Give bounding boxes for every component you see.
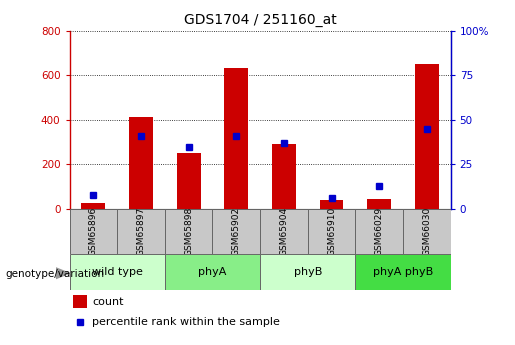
Polygon shape	[56, 267, 71, 279]
Text: percentile rank within the sample: percentile rank within the sample	[92, 317, 280, 327]
Text: GSM65904: GSM65904	[280, 207, 288, 256]
Text: GSM66030: GSM66030	[422, 207, 431, 256]
Bar	[272, 144, 296, 209]
Text: wild type: wild type	[92, 267, 143, 277]
Text: GSM65897: GSM65897	[136, 207, 145, 256]
Bar	[117, 209, 165, 254]
Text: count: count	[92, 297, 124, 307]
Bar	[212, 209, 260, 254]
Bar	[367, 199, 391, 209]
Text: phyA phyB: phyA phyB	[373, 267, 433, 277]
Text: GSM65896: GSM65896	[89, 207, 98, 256]
Bar	[415, 65, 439, 209]
Text: GSM65898: GSM65898	[184, 207, 193, 256]
Text: phyB: phyB	[294, 267, 322, 277]
Bar	[225, 68, 248, 209]
Bar	[73, 295, 87, 308]
Bar	[307, 209, 355, 254]
Bar	[165, 209, 212, 254]
Bar	[403, 209, 451, 254]
Text: GSM65910: GSM65910	[327, 207, 336, 256]
Bar	[165, 254, 260, 290]
Bar	[177, 153, 200, 209]
Bar	[355, 254, 451, 290]
Text: GSM66029: GSM66029	[375, 207, 384, 256]
Bar	[355, 209, 403, 254]
Text: phyA: phyA	[198, 267, 227, 277]
Bar	[320, 200, 344, 209]
Bar	[70, 254, 165, 290]
Text: genotype/variation: genotype/variation	[5, 269, 104, 278]
Bar	[81, 203, 105, 209]
Bar	[260, 209, 308, 254]
Title: GDS1704 / 251160_at: GDS1704 / 251160_at	[184, 13, 336, 27]
Text: GSM65902: GSM65902	[232, 207, 241, 256]
Bar	[70, 209, 117, 254]
Bar	[260, 254, 355, 290]
Bar	[129, 117, 153, 209]
